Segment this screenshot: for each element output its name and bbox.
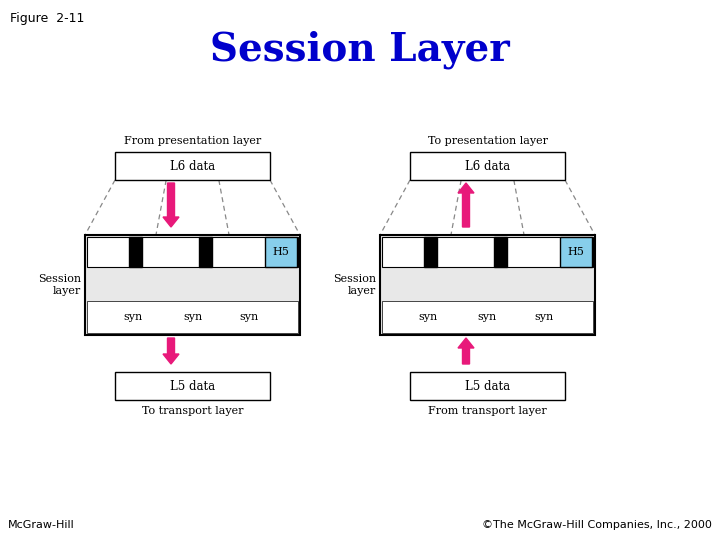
- Text: From transport layer: From transport layer: [428, 406, 547, 416]
- Bar: [115, 372, 270, 400]
- Text: syn: syn: [240, 312, 259, 322]
- FancyArrow shape: [163, 183, 179, 227]
- Text: syn: syn: [419, 312, 438, 322]
- Text: H5: H5: [273, 247, 289, 257]
- Bar: [382, 237, 593, 267]
- Text: McGraw-Hill: McGraw-Hill: [8, 520, 75, 530]
- Text: ©The McGraw-Hill Companies, Inc., 2000: ©The McGraw-Hill Companies, Inc., 2000: [482, 520, 712, 530]
- Text: To transport layer: To transport layer: [142, 406, 243, 416]
- FancyArrow shape: [163, 338, 179, 364]
- Bar: [265, 237, 297, 267]
- Text: From presentation layer: From presentation layer: [124, 136, 261, 146]
- Text: Session Layer: Session Layer: [210, 31, 510, 69]
- Text: syn: syn: [124, 312, 143, 322]
- Bar: [199, 237, 212, 267]
- Bar: [410, 372, 565, 400]
- Bar: [382, 301, 593, 333]
- Bar: [87, 301, 298, 333]
- Bar: [87, 237, 298, 267]
- Bar: [410, 152, 565, 180]
- Text: H5: H5: [567, 247, 585, 257]
- Text: Figure  2-11: Figure 2-11: [10, 12, 84, 25]
- Bar: [380, 235, 595, 335]
- FancyArrow shape: [458, 183, 474, 227]
- Bar: [494, 237, 507, 267]
- Text: syn: syn: [478, 312, 497, 322]
- Bar: [115, 152, 270, 180]
- Text: Session
layer: Session layer: [38, 274, 81, 296]
- Text: syn: syn: [183, 312, 202, 322]
- Text: L6 data: L6 data: [170, 159, 215, 172]
- Bar: [85, 235, 300, 335]
- Bar: [424, 237, 437, 267]
- Text: syn: syn: [535, 312, 554, 322]
- Text: Session
layer: Session layer: [333, 274, 376, 296]
- Text: L6 data: L6 data: [465, 159, 510, 172]
- Text: L5 data: L5 data: [465, 380, 510, 393]
- FancyArrow shape: [458, 338, 474, 364]
- Bar: [560, 237, 592, 267]
- Text: L5 data: L5 data: [170, 380, 215, 393]
- Bar: [129, 237, 142, 267]
- Text: To presentation layer: To presentation layer: [428, 136, 547, 146]
